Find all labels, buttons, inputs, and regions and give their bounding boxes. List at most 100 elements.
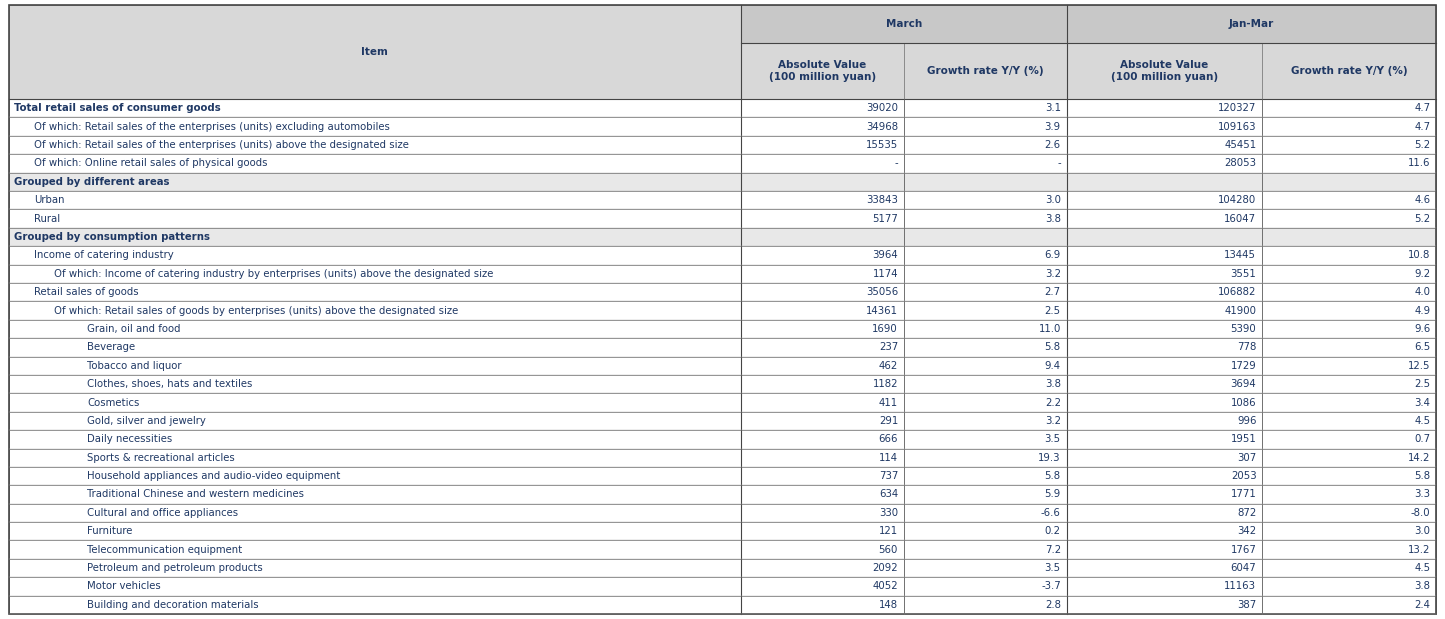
Bar xyxy=(1066,246,1261,264)
Text: 106882: 106882 xyxy=(1218,287,1256,297)
Bar xyxy=(1066,173,1261,191)
Bar xyxy=(1261,338,1436,357)
Bar xyxy=(9,338,741,357)
Bar xyxy=(1261,578,1436,595)
Text: Furniture: Furniture xyxy=(87,526,133,536)
Bar xyxy=(903,375,1066,393)
Text: Urban: Urban xyxy=(35,195,65,206)
Bar xyxy=(1261,173,1436,191)
Text: Absolute Value
(100 million yuan): Absolute Value (100 million yuan) xyxy=(769,61,876,82)
Bar xyxy=(1261,283,1436,301)
Bar xyxy=(1261,320,1436,338)
Bar xyxy=(741,522,903,540)
Bar xyxy=(741,467,903,485)
Text: 996: 996 xyxy=(1237,416,1256,426)
Bar xyxy=(9,393,1436,412)
Text: 3.4: 3.4 xyxy=(1415,397,1431,407)
Text: Telecommunication equipment: Telecommunication equipment xyxy=(87,545,243,555)
Bar xyxy=(9,301,1436,320)
Text: 4.7: 4.7 xyxy=(1415,103,1431,113)
Text: 1086: 1086 xyxy=(1231,397,1256,407)
Bar xyxy=(1066,393,1261,412)
Bar xyxy=(1066,136,1261,154)
Bar xyxy=(903,301,1066,320)
Bar xyxy=(903,43,1066,99)
Text: 1951: 1951 xyxy=(1231,435,1256,444)
Bar xyxy=(9,283,1436,301)
Bar xyxy=(9,173,1436,191)
Text: 10.8: 10.8 xyxy=(1409,250,1431,261)
Text: Clothes, shoes, hats and textiles: Clothes, shoes, hats and textiles xyxy=(87,379,253,389)
Text: 148: 148 xyxy=(879,600,897,610)
Bar xyxy=(1066,191,1261,209)
Bar xyxy=(741,118,903,136)
Text: 41900: 41900 xyxy=(1224,306,1256,316)
Bar xyxy=(9,504,741,522)
Text: 237: 237 xyxy=(879,342,897,352)
Text: 28053: 28053 xyxy=(1224,158,1256,168)
Text: 4.6: 4.6 xyxy=(1415,195,1431,206)
Text: 11.0: 11.0 xyxy=(1039,324,1061,334)
Text: Building and decoration materials: Building and decoration materials xyxy=(87,600,259,610)
Text: Grouped by consumption patterns: Grouped by consumption patterns xyxy=(14,232,211,242)
Text: Petroleum and petroleum products: Petroleum and petroleum products xyxy=(87,563,263,573)
Bar xyxy=(741,540,903,559)
Text: 12.5: 12.5 xyxy=(1407,361,1431,371)
Text: Rural: Rural xyxy=(35,214,61,223)
Text: 3.0: 3.0 xyxy=(1415,526,1431,536)
Bar xyxy=(741,246,903,264)
Bar xyxy=(9,191,741,209)
Bar xyxy=(903,209,1066,228)
Text: 5.2: 5.2 xyxy=(1415,140,1431,150)
Bar xyxy=(1066,357,1261,375)
Text: Of which: Retail sales of the enterprises (units) above the designated size: Of which: Retail sales of the enterprise… xyxy=(35,140,409,150)
Bar xyxy=(9,99,1436,118)
Text: Beverage: Beverage xyxy=(87,342,136,352)
Bar xyxy=(741,320,903,338)
Bar xyxy=(741,485,903,504)
Text: 9.6: 9.6 xyxy=(1415,324,1431,334)
Text: 342: 342 xyxy=(1237,526,1256,536)
Bar xyxy=(903,118,1066,136)
Bar xyxy=(1066,209,1261,228)
Bar xyxy=(903,136,1066,154)
Bar xyxy=(1066,154,1261,173)
Text: 33843: 33843 xyxy=(866,195,897,206)
Text: Jan-Mar: Jan-Mar xyxy=(1228,19,1274,29)
Bar xyxy=(9,375,741,393)
Text: Household appliances and audio-video equipment: Household appliances and audio-video equ… xyxy=(87,471,341,481)
Text: 3.0: 3.0 xyxy=(1045,195,1061,206)
Bar xyxy=(9,173,741,191)
Text: 2.5: 2.5 xyxy=(1415,379,1431,389)
Bar xyxy=(741,43,903,99)
Bar xyxy=(903,412,1066,430)
Bar xyxy=(9,467,741,485)
Bar xyxy=(1066,412,1261,430)
Text: Motor vehicles: Motor vehicles xyxy=(87,581,160,592)
Text: 330: 330 xyxy=(879,508,897,518)
Bar xyxy=(1066,228,1261,246)
Bar xyxy=(9,264,741,283)
Text: 2053: 2053 xyxy=(1231,471,1256,481)
Bar xyxy=(9,228,1436,246)
Text: -3.7: -3.7 xyxy=(1040,581,1061,592)
Bar xyxy=(9,595,741,614)
Text: Of which: Online retail sales of physical goods: Of which: Online retail sales of physica… xyxy=(35,158,267,168)
Text: 11.6: 11.6 xyxy=(1407,158,1431,168)
Bar xyxy=(9,578,741,595)
Text: 121: 121 xyxy=(879,526,897,536)
Bar xyxy=(1066,283,1261,301)
Bar xyxy=(741,412,903,430)
Text: 3.5: 3.5 xyxy=(1045,435,1061,444)
Bar xyxy=(9,118,741,136)
Text: Gold, silver and jewelry: Gold, silver and jewelry xyxy=(87,416,207,426)
Text: Daily necessities: Daily necessities xyxy=(87,435,172,444)
Bar xyxy=(1261,375,1436,393)
Bar xyxy=(9,283,741,301)
Bar xyxy=(741,154,903,173)
Bar xyxy=(903,504,1066,522)
Bar xyxy=(741,357,903,375)
Text: 307: 307 xyxy=(1237,452,1256,463)
Text: 3.8: 3.8 xyxy=(1045,379,1061,389)
Text: Of which: Retail sales of goods by enterprises (units) above the designated size: Of which: Retail sales of goods by enter… xyxy=(55,306,458,316)
